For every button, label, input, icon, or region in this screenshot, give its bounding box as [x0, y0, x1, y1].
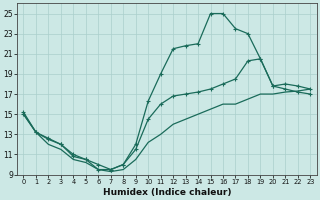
X-axis label: Humidex (Indice chaleur): Humidex (Indice chaleur): [103, 188, 231, 197]
